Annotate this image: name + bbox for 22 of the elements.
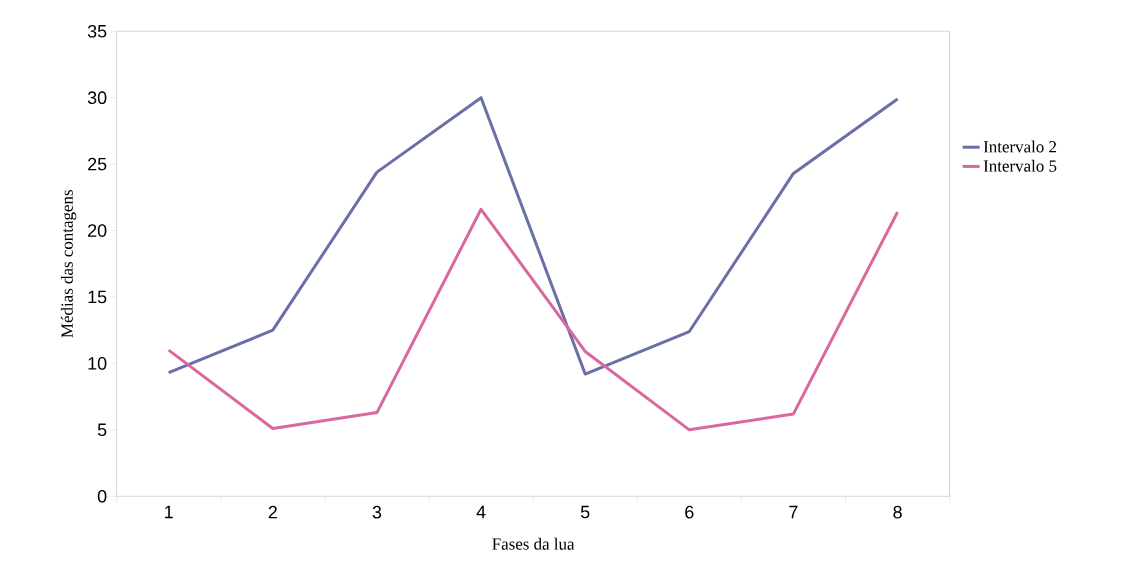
line-series <box>167 207 900 432</box>
y-axis-title: Médias das contagens <box>60 190 77 338</box>
y-tick-label: 10 <box>88 357 107 370</box>
x-tick-label: 7 <box>789 505 798 519</box>
x-tick-label: 2 <box>268 505 277 519</box>
y-tick-label: 25 <box>88 157 107 171</box>
y-tick-label: 5 <box>97 423 107 437</box>
x-tick-label: 3 <box>372 505 382 519</box>
x-tick-label: 6 <box>685 505 694 519</box>
x-tick-label: 5 <box>580 505 590 519</box>
legend-label: Intervalo 2 <box>983 140 1057 153</box>
x-tick-label: 1 <box>165 505 173 519</box>
y-tick-label: 30 <box>87 91 107 105</box>
x-tick-label: 8 <box>893 505 902 519</box>
line-series <box>167 96 900 376</box>
x-axis-title: Fases da lua <box>492 537 575 550</box>
x-tick-label: 4 <box>476 505 486 519</box>
y-tick-label: 35 <box>87 24 107 38</box>
y-tick-label: 15 <box>88 290 107 304</box>
y-tick-label: 20 <box>88 224 107 237</box>
legend-label: Intervalo 5 <box>983 159 1057 172</box>
y-tick-label: 0 <box>97 489 107 503</box>
